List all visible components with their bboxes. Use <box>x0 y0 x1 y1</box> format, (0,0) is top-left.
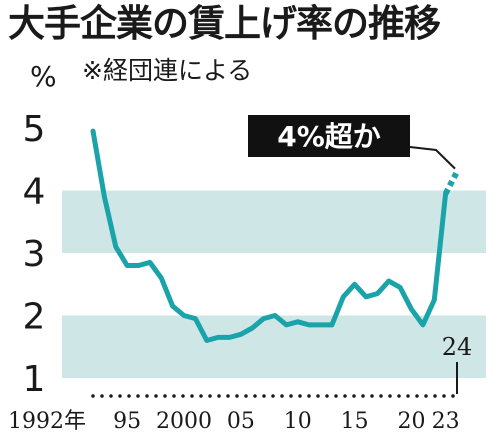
y-axis-unit: % <box>30 60 57 93</box>
projection-line <box>442 170 460 196</box>
series-line <box>90 128 449 343</box>
y-tick-label: 4 <box>23 172 46 213</box>
y-tick-label: 5 <box>23 109 46 150</box>
x-tick-label: 23 <box>432 409 460 434</box>
chart-title: 大手企業の賃上げ率の推移 <box>8 2 441 45</box>
x-tick-label: 2000 <box>156 409 212 434</box>
x-tick-label: 10 <box>284 409 312 434</box>
x-tick-label: 1992年 <box>8 409 86 434</box>
shaded-band-1 <box>62 315 486 378</box>
x-axis-ticks: 1992年 95 2000 05 10 15 20 23 <box>8 409 460 434</box>
callout-text: 4%超か <box>277 120 381 153</box>
x-tick-label: 05 <box>227 409 255 434</box>
chart-subtitle: ※経団連による <box>82 56 253 85</box>
x-tick-label: 95 <box>113 409 141 434</box>
latest-year-label: 24 <box>442 333 473 361</box>
shaded-bands <box>62 190 486 378</box>
y-axis-ticks: 1 2 3 4 5 <box>23 109 46 400</box>
y-tick-label: 3 <box>23 234 46 275</box>
annotations: 4%超か 24 <box>248 115 472 394</box>
x-tick-label: 15 <box>341 409 369 434</box>
shaded-band-2 <box>62 190 486 253</box>
data-series <box>90 128 460 343</box>
callout-leader <box>409 146 456 170</box>
y-tick-label: 2 <box>23 297 46 338</box>
callout-box <box>248 115 410 157</box>
y-tick-label: 1 <box>23 359 46 400</box>
x-tick-label: 20 <box>398 409 426 434</box>
